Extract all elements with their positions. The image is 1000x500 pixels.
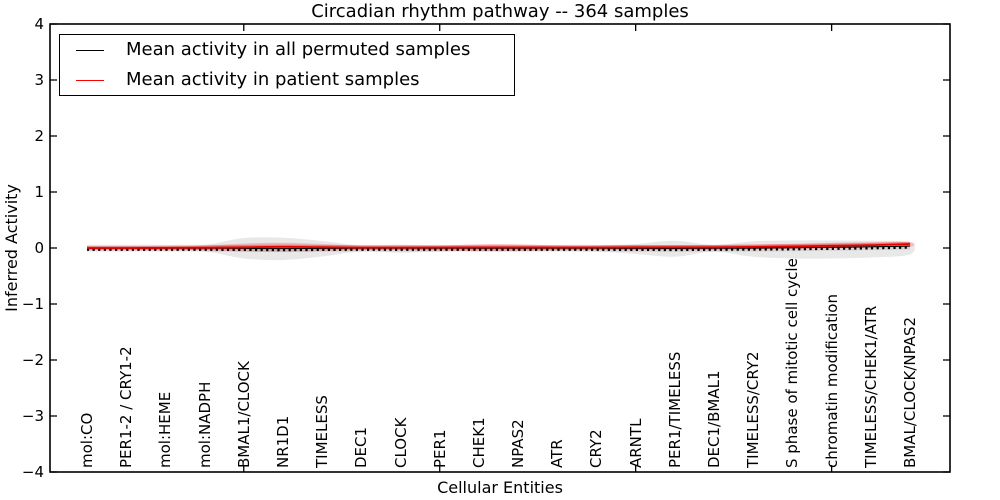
y-tick-label: −4 [21,463,44,481]
x-tick-label: ATR [548,439,567,468]
x-tick-label: CRY2 [587,429,606,468]
patient-mean-line [87,243,911,249]
y-tick-label: 1 [34,183,44,201]
x-tick-label: NR1D1 [273,415,292,468]
y-tick-label: 2 [34,127,44,145]
y-tick-label: 3 [34,71,44,89]
y-tick-label: 4 [34,15,44,33]
x-tick-label: chromatin modification [822,294,841,468]
x-tick-label: ARNTL [626,418,645,468]
legend-item-label: Mean activity in patient samples [126,69,420,90]
x-tick-label: DEC1 [352,426,371,468]
x-tick-label: BMAL1/CLOCK [234,361,253,468]
x-tick-label: S phase of mitotic cell cycle [783,258,802,468]
x-tick-label: TIMELESS/CHEK1/ATR [861,305,880,468]
legend: Mean activity in all permuted samples Me… [59,34,515,96]
x-axis-label: Cellular Entities [437,478,563,497]
x-tick-label: DEC1/BMAL1 [705,370,724,469]
x-tick-label: CHEK1 [469,417,488,468]
y-tick-label: 0 [34,239,44,257]
x-tick-label: mol:HEME [156,391,175,468]
x-tick-label: mol:CO [78,412,96,468]
x-tick-label: mol:NADPH [195,381,214,468]
y-tick-label: −3 [21,407,44,425]
legend-item: Mean activity in all permuted samples [76,37,514,63]
y-tick-label: −1 [21,295,44,313]
legend-item: Mean activity in patient samples [76,67,514,93]
patient-line-sample-icon [76,79,104,81]
y-tick-label: −2 [21,351,44,369]
chart-title: Circadian rhythm pathway -- 364 samples [311,1,689,22]
x-tick-label: BMAL/CLOCK/NPAS2 [901,316,919,468]
x-tick-label: PER1 [430,429,449,469]
x-tick-label: PER1/TIMELESS [665,351,684,468]
legend-item-label: Mean activity in all permuted samples [126,39,471,60]
x-tick-label: NPAS2 [509,419,528,468]
x-tick-label: PER1-2 / CRY1-2 [117,346,136,468]
x-tick-label: CLOCK [391,417,410,468]
x-tick-label: TIMELESS [313,395,332,468]
permuted-line-sample-icon [76,49,104,51]
x-tick-label: TIMELESS/CRY2 [744,351,763,468]
